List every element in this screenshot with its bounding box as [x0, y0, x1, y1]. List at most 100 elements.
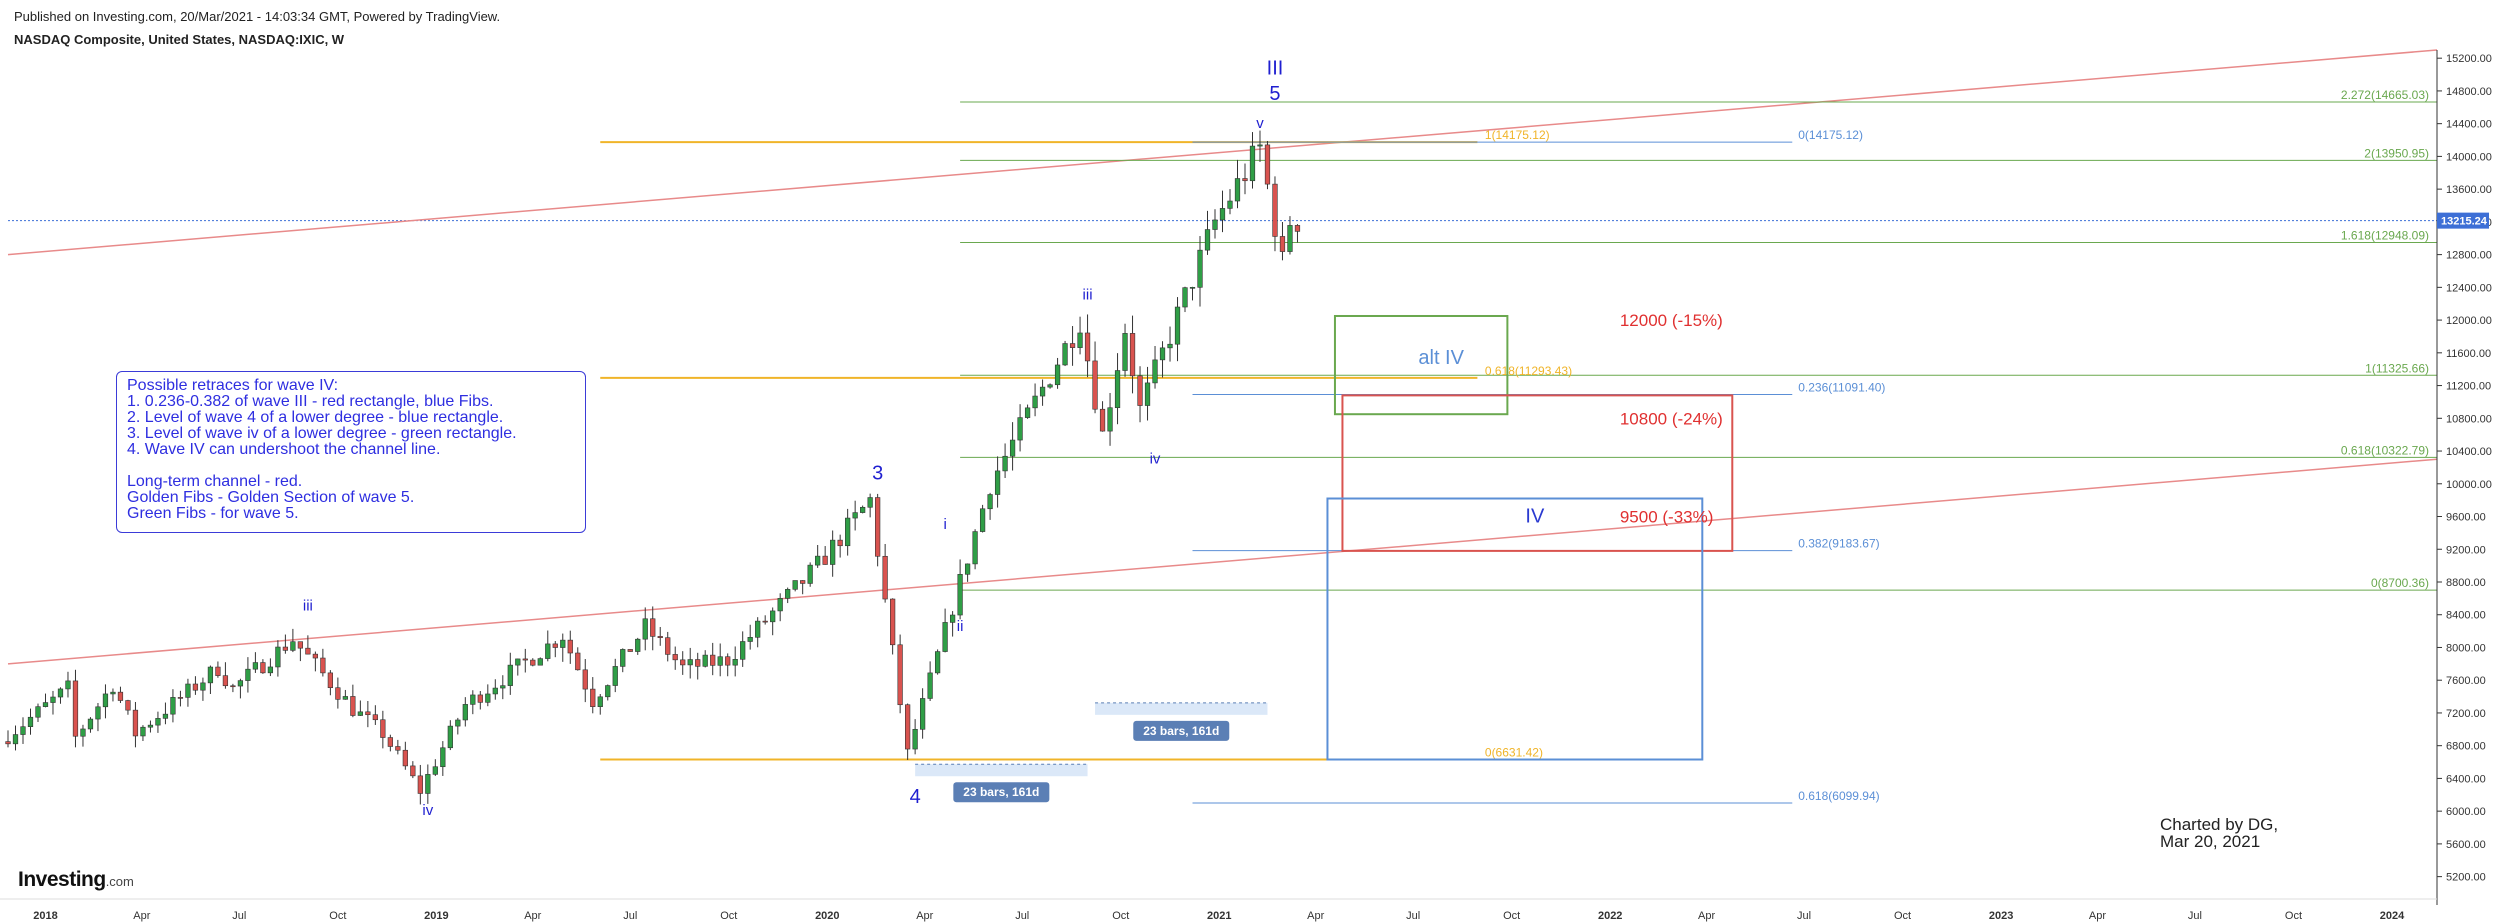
wave-label: iv	[422, 802, 433, 819]
candle-body	[87, 718, 94, 730]
rect-red-retrace	[1341, 394, 1734, 552]
candle-body	[312, 653, 318, 659]
candle-body	[395, 746, 401, 751]
candle-body	[102, 693, 109, 708]
wave-label: v	[1256, 115, 1264, 132]
candle-body	[822, 555, 828, 565]
candles-layer	[5, 130, 1301, 805]
candle-body	[440, 747, 446, 768]
candle-body	[455, 719, 461, 727]
candle-body	[1039, 386, 1046, 397]
candle-body	[1002, 455, 1008, 472]
note-line: 1. 0.236-0.382 of wave III - red rectang…	[127, 393, 494, 410]
candle-body	[1204, 229, 1211, 251]
candle-body	[845, 517, 851, 547]
y-tick-label: 8000.00	[2446, 642, 2486, 654]
x-tick-label: Apr	[2089, 910, 2106, 922]
candle-body	[500, 685, 506, 689]
charted-by-caption: Charted by DG, Mar 20, 2021	[2160, 816, 2278, 850]
candle-body	[305, 647, 311, 655]
candle-body	[1009, 439, 1016, 457]
candle-body	[635, 638, 641, 652]
note-line: 4. Wave IV can undershoot the channel li…	[127, 441, 441, 458]
target-label: 12000 (-15%)	[1620, 311, 1723, 330]
candle-body	[110, 691, 116, 695]
candle-body	[1084, 332, 1091, 362]
candle-body	[1137, 375, 1143, 406]
candle-body	[942, 622, 948, 652]
candle-body	[357, 711, 363, 716]
candle-body	[260, 662, 266, 674]
investing-logo[interactable]: Investing.com	[18, 868, 134, 891]
candle-body	[987, 494, 993, 510]
y-tick-label: 8400.00	[2446, 610, 2486, 622]
candle-body	[897, 644, 903, 706]
x-tick-label: Jul	[1406, 910, 1420, 922]
candle-body	[852, 512, 858, 519]
x-tick-label: 2024	[2380, 910, 2405, 922]
candle-body	[1024, 407, 1031, 418]
candle-body	[702, 654, 708, 667]
y-tick-label: 11600.00	[2446, 348, 2491, 360]
x-tick-label: Apr	[1698, 910, 1715, 922]
y-tick-label: 7600.00	[2446, 675, 2486, 687]
x-tick-label: Jul	[1797, 910, 1811, 922]
y-tick-label: 14000.00	[2446, 151, 2492, 163]
candle-body	[350, 696, 356, 716]
candle-body	[657, 636, 663, 638]
candle-body	[342, 696, 348, 700]
x-tick-label: 2020	[815, 910, 839, 922]
candle-body	[605, 685, 611, 698]
note-line: 3. Level of wave iv of a lower degree - …	[127, 425, 517, 442]
candle-body	[1234, 178, 1241, 202]
candle-body	[1032, 395, 1038, 409]
candle-body	[1159, 347, 1166, 361]
candle-body	[155, 718, 161, 726]
candle-body	[417, 775, 423, 794]
candle-body	[979, 508, 986, 532]
candle-body	[1077, 332, 1083, 348]
candle-body	[432, 766, 438, 775]
candle-body	[552, 643, 558, 648]
bar-count-range	[915, 764, 1088, 777]
x-tick-label: Jul	[623, 910, 637, 922]
fib-level-label: 2.272(14665.03)	[2341, 88, 2429, 102]
candle-body	[117, 691, 124, 701]
candle-body	[207, 666, 214, 684]
candle-body	[327, 672, 333, 689]
wave-label: 3	[872, 463, 883, 485]
candle-body	[372, 714, 378, 721]
candle-body	[800, 580, 806, 584]
fib-level-label: 2(13950.95)	[2364, 146, 2429, 160]
candle-body	[882, 555, 888, 600]
charted-by-line: Charted by DG,	[2160, 815, 2279, 834]
x-tick-label: Oct	[2285, 910, 2302, 922]
candle-body	[245, 668, 251, 681]
candle-body	[57, 688, 64, 698]
candle-body	[1069, 343, 1076, 348]
x-tick-label: Apr	[1307, 910, 1324, 922]
target-label: 10800 (-24%)	[1620, 409, 1723, 428]
fib-level-label: 0.236(11091.40)	[1798, 380, 1885, 394]
x-tick-label: Oct	[1894, 910, 1911, 922]
candle-body	[1144, 382, 1151, 406]
candle-body	[125, 700, 131, 711]
candle-body	[597, 696, 603, 707]
candle-body	[222, 675, 229, 687]
y-tick-label: 12000.00	[2446, 315, 2492, 327]
fib-level-label: 0.618(10322.79)	[2341, 443, 2429, 457]
candle-body	[20, 726, 26, 735]
candle-body	[402, 749, 408, 767]
candle-body	[470, 694, 476, 705]
candle-body	[1152, 359, 1158, 384]
candle-body	[807, 564, 813, 584]
x-tick-label: Oct	[329, 910, 346, 922]
candle-body	[620, 649, 626, 667]
x-tick-label: 2022	[1598, 910, 1622, 922]
x-tick-label: Oct	[1503, 910, 1520, 922]
target-label: 9500 (-33%)	[1620, 508, 1714, 527]
candle-body	[27, 716, 34, 727]
candle-body	[755, 620, 761, 638]
candle-body	[132, 709, 139, 737]
